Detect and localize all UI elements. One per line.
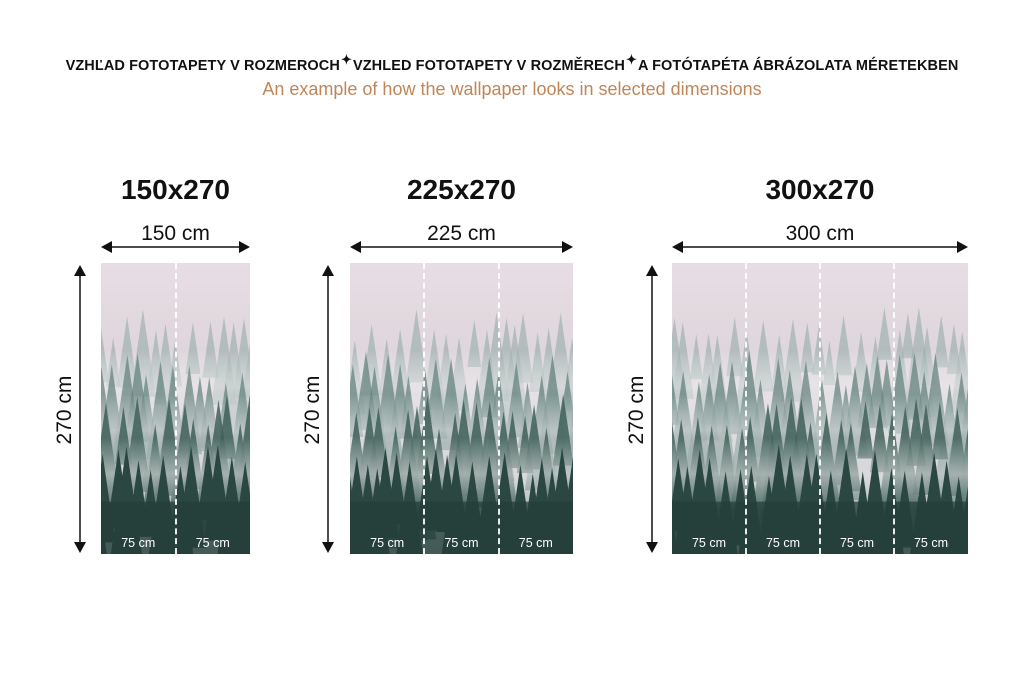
- title-hu: A FOTÓTAPÉTA ÁBRÁZOLATA MÉRETEKBEN: [637, 58, 959, 74]
- height-arrow: [646, 265, 658, 553]
- wallpaper-preview: 75 cm 75 cm 75 cm: [350, 263, 573, 554]
- height-arrow: [74, 265, 86, 553]
- width-arrow: [350, 241, 573, 253]
- title-sk: VZHĽAD FOTOTAPETY V ROZMEROCH: [65, 58, 340, 74]
- strip-width-label: 75 cm: [913, 536, 949, 550]
- width-label: 300 cm: [785, 222, 855, 245]
- strip-width-label: 75 cm: [121, 536, 156, 550]
- wallpaper-preview: 75 cm 75 cm: [101, 263, 250, 554]
- strip-width-label: 75 cm: [195, 536, 230, 550]
- height-label: 270 cm: [53, 375, 76, 445]
- wallpaper-preview: 75 cm 75 cm 75 cm 75 cm: [672, 263, 968, 554]
- strip-seam: [819, 263, 821, 554]
- sparkle-icon: ✦: [625, 52, 637, 67]
- strip-seam: [893, 263, 895, 554]
- width-arrow: [101, 241, 250, 253]
- strip-width-label: 75 cm: [765, 536, 801, 550]
- sparkle-icon: ✦: [340, 52, 352, 67]
- subtitle: An example of how the wallpaper looks in…: [262, 79, 762, 99]
- size-title: 150x270: [120, 174, 230, 205]
- height-label: 270 cm: [301, 375, 324, 445]
- width-label: 225 cm: [427, 222, 496, 245]
- strip-width-label: 75 cm: [518, 536, 553, 550]
- forest-photo: [350, 263, 573, 554]
- strip-seam: [175, 263, 177, 554]
- strip-width-label: 75 cm: [839, 536, 875, 550]
- strip-width-label: 75 cm: [444, 536, 479, 550]
- strip-width-label: 75 cm: [370, 536, 405, 550]
- size-title: 300x270: [765, 174, 875, 205]
- strip-seam: [423, 263, 425, 554]
- height-label: 270 cm: [625, 375, 648, 445]
- width-label: 150 cm: [141, 222, 210, 245]
- size-title: 225x270: [406, 174, 516, 205]
- header-title: VZHĽAD FOTOTAPETY V ROZMEROCH✦VZHLED FOT…: [0, 52, 1024, 74]
- width-arrow: [672, 241, 968, 253]
- strip-seam: [498, 263, 500, 554]
- strip-seam: [745, 263, 747, 554]
- title-cz: VZHLED FOTOTAPETY V ROZMĚRECH: [352, 58, 625, 74]
- height-arrow: [322, 265, 334, 553]
- strip-width-label: 75 cm: [691, 536, 727, 550]
